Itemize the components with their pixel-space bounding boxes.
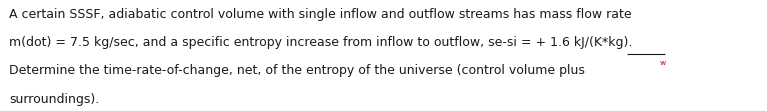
Text: se-s: se-s bbox=[627, 36, 653, 49]
Text: se-si: se-si bbox=[627, 36, 657, 49]
Text: surroundings).: surroundings). bbox=[9, 93, 100, 106]
Text: m(dot) = 7.5 kg/sec, and a specific entropy increase from inflow to outflow,: m(dot) = 7.5 kg/sec, and a specific entr… bbox=[9, 36, 489, 49]
Text: w: w bbox=[660, 60, 666, 66]
Text: Determine the time-rate-of-change, net, of the entropy of the universe (control : Determine the time-rate-of-change, net, … bbox=[9, 64, 585, 77]
Text: A certain SSSF, adiabatic control volume with single inflow and outflow streams : A certain SSSF, adiabatic control volume… bbox=[9, 8, 632, 21]
Text: m(dot) = 7.5 kg/sec, and a specific entropy increase from inflow to outflow, se-: m(dot) = 7.5 kg/sec, and a specific entr… bbox=[9, 36, 633, 49]
